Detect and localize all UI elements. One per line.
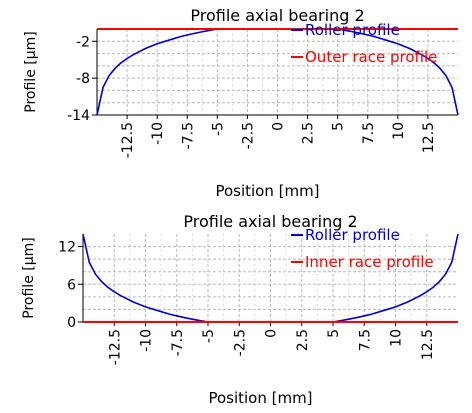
series-group [96, 28, 459, 116]
x-tick-label: 10 [389, 329, 405, 347]
chart-title: Profile axial bearing 2 [190, 6, 364, 25]
x-tick-label: -10 [139, 329, 155, 352]
y-tick-label: -14 [67, 108, 90, 124]
y-tick-label: 0 [67, 315, 76, 331]
y-tick-label: -2 [76, 34, 90, 50]
legend-label: Inner race profile [305, 253, 434, 271]
x-tick-label: 5 [331, 122, 347, 131]
x-tick-label: 12.5 [420, 329, 436, 360]
x-tick-label: 0 [271, 122, 287, 131]
x-tick-label: 2.5 [295, 329, 311, 351]
x-axis-label: Position [mm] [208, 389, 312, 407]
legend: Roller profile Outer race profile [291, 21, 437, 66]
chart-2: Profile axial bearing 2 0 6 12 -12.5 -10 -7.5 -… [21, 212, 459, 407]
x-tick-label: 5 [326, 329, 342, 338]
x-tick-label: -7.5 [180, 122, 196, 149]
y-axis-label: Profile [µm] [21, 237, 37, 318]
x-tick-label: -5 [210, 122, 226, 136]
chart-title: Profile axial bearing 2 [183, 212, 357, 231]
y-tick-label: 6 [67, 277, 76, 293]
x-tick-label: 0 [264, 329, 280, 338]
y-tick-label: 12 [58, 240, 76, 256]
series-line-roller-profile [82, 233, 459, 323]
legend-label: Outer race profile [305, 48, 437, 66]
x-tick-label: 7.5 [361, 122, 377, 144]
x-tick-label: -7.5 [170, 329, 186, 356]
x-tick-label: 12.5 [421, 122, 437, 153]
legend-label: Roller profile [305, 21, 400, 39]
y-axis-label: Profile [µm] [23, 31, 39, 112]
x-tick-label: 10 [391, 122, 407, 140]
x-tick-label: -12.5 [107, 329, 123, 365]
x-tick-label: -2.5 [240, 122, 256, 149]
x-axis-label: Position [mm] [215, 182, 319, 200]
chart-1: Profile axial bearing 2 -2 -8 -14 -12.5 -10 -7… [23, 6, 459, 200]
legend: Roller profile Inner race profile [291, 226, 434, 271]
grid [97, 29, 458, 115]
x-tick-label: -5 [201, 329, 217, 343]
x-tick-label: -10 [150, 122, 166, 145]
x-tick-label: -2.5 [232, 329, 248, 356]
grid [83, 234, 458, 322]
x-tick-label: 2.5 [301, 122, 317, 144]
legend-label: Roller profile [305, 226, 400, 244]
x-tick-label: -12.5 [120, 122, 136, 158]
y-tick-label: -8 [76, 71, 90, 87]
x-tick-label: 7.5 [357, 329, 373, 351]
series-group [82, 233, 459, 323]
